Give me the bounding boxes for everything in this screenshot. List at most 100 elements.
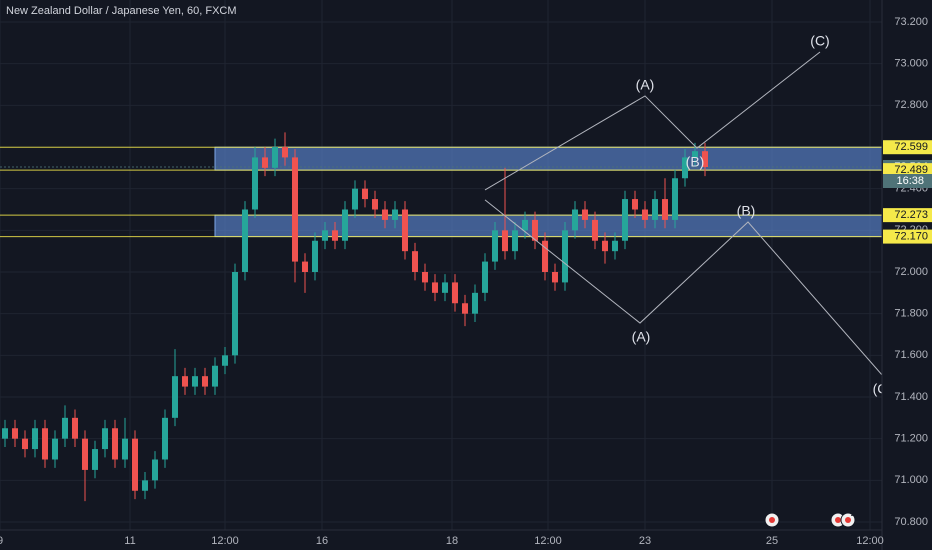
candle-body <box>542 240 548 272</box>
candle-body <box>362 188 368 200</box>
y-tick-label: 73.200 <box>894 16 928 28</box>
candle-body <box>302 261 308 272</box>
price-label-bg <box>883 208 932 223</box>
candle-body <box>192 376 198 387</box>
candle-body <box>462 303 468 314</box>
candle-body <box>232 272 238 356</box>
x-tick-label: 11 <box>124 535 135 547</box>
candle-body <box>122 438 128 460</box>
wave-label: (A) <box>632 329 651 345</box>
y-tick-label: 72.800 <box>894 99 928 111</box>
y-tick-label: 71.600 <box>894 349 928 361</box>
candle-body <box>252 157 258 210</box>
candle-body <box>92 449 98 470</box>
y-tick-label: 70.800 <box>894 516 928 528</box>
wave-label: (C <box>873 381 888 397</box>
candle-body <box>262 157 268 168</box>
y-tick-label: 71.800 <box>894 308 928 320</box>
candle-body <box>12 428 18 439</box>
x-tick-label: 12:00 <box>856 535 884 547</box>
x-tick-label: 12:00 <box>211 535 239 547</box>
candle-body <box>662 199 668 220</box>
x-tick-label: 16 <box>316 535 328 547</box>
candle-body <box>142 480 148 491</box>
candle-body <box>632 199 638 210</box>
candle-body <box>132 438 138 491</box>
candle-body <box>102 428 108 450</box>
wave-line <box>484 51 821 191</box>
candle-body <box>552 272 558 283</box>
chart-title: New Zealand Dollar / Japanese Yen, 60, F… <box>6 5 237 17</box>
event-dot <box>845 517 851 523</box>
price-label-bg <box>883 140 932 155</box>
candle-body <box>572 209 578 231</box>
candle-body <box>2 428 8 439</box>
candle-body <box>472 292 478 314</box>
event-label: 2 <box>851 509 856 518</box>
price-label-bg <box>883 229 932 244</box>
candle-body <box>352 188 358 210</box>
wave-label: (B) <box>686 154 705 170</box>
x-tick-label: 9 <box>0 535 3 547</box>
candle-body <box>692 151 698 158</box>
candle-body <box>212 365 218 387</box>
x-tick-label: 18 <box>446 535 458 547</box>
countdown-bg <box>883 174 932 188</box>
candle-body <box>602 240 608 252</box>
event-label: 4 <box>841 509 846 518</box>
candle-body <box>162 417 168 460</box>
candle-body <box>412 251 418 272</box>
wave-label: (A) <box>636 77 655 93</box>
wave-line <box>484 199 882 376</box>
candle-body <box>622 199 628 241</box>
axes: 70.800 71.000 71.200 71.400 71.600 71.800 72.0… <box>0 16 932 547</box>
event-dot <box>835 517 841 523</box>
candle-body <box>682 157 688 179</box>
candle-body <box>222 355 228 366</box>
candle-body <box>372 199 378 210</box>
candle-body <box>512 230 518 252</box>
candle-body <box>452 282 458 304</box>
candle-body <box>322 230 328 241</box>
candle-body <box>532 219 538 241</box>
y-tick-label: 73.000 <box>894 58 928 70</box>
countdown: 16:38 <box>896 175 924 187</box>
candle-body <box>432 282 438 293</box>
candle-body <box>52 438 58 460</box>
price-label: 72.273 <box>894 209 928 221</box>
candle-body <box>22 438 28 450</box>
candle-body <box>172 376 178 418</box>
candle-body <box>342 209 348 241</box>
candle-body <box>72 417 78 439</box>
x-tick-label: 23 <box>639 535 651 547</box>
candle-body <box>202 376 208 387</box>
candle-body <box>702 151 708 167</box>
price-label-bg <box>883 163 932 178</box>
candle-body <box>442 282 448 293</box>
candle-body <box>272 147 278 168</box>
candle-body <box>282 147 288 158</box>
event-dot <box>769 517 775 523</box>
candle-body <box>112 428 118 460</box>
candle-body <box>82 438 88 470</box>
wave-label: (C) <box>810 33 829 49</box>
candle-body <box>42 428 48 460</box>
candle-body <box>182 376 188 387</box>
candle-body <box>492 230 498 262</box>
y-tick-label: 71.400 <box>894 391 928 403</box>
price-label: 72.599 <box>894 141 928 153</box>
candle-body <box>152 459 158 481</box>
x-tick-label: 25 <box>766 535 778 547</box>
candle-body <box>582 209 588 220</box>
candle-body <box>392 209 398 220</box>
candle-body <box>292 157 298 262</box>
candle-body <box>522 219 528 231</box>
candle-body <box>422 272 428 283</box>
candle-body <box>312 240 318 272</box>
price-label: 72.489 <box>894 164 928 176</box>
candle-body <box>32 428 38 450</box>
candle-body <box>62 417 68 439</box>
candle-body <box>402 209 408 252</box>
